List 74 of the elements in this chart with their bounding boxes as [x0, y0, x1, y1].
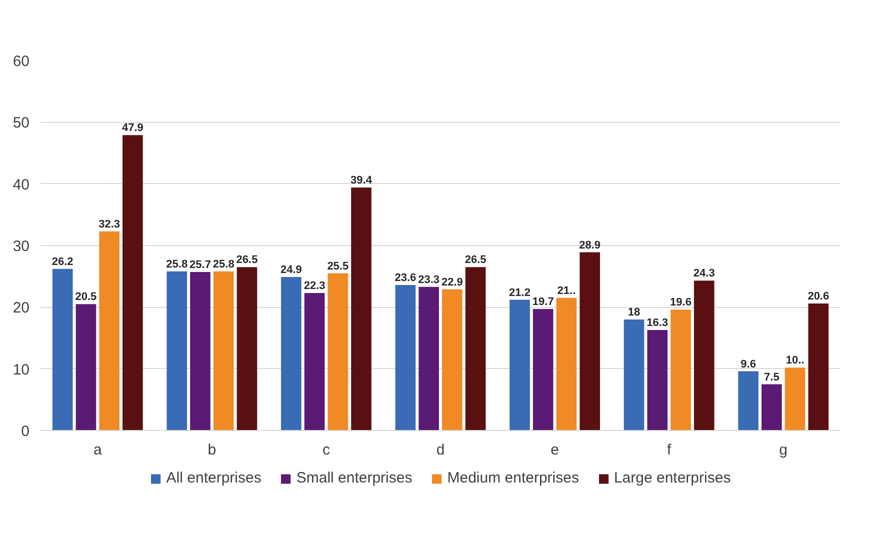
- y-tick-label: 60: [12, 53, 30, 70]
- data-label: 21.2: [509, 286, 530, 299]
- data-label: 9.6: [740, 358, 756, 370]
- x-tick-label: f: [666, 442, 672, 458]
- data-label: 47.9: [122, 122, 144, 134]
- y-tick-label: 20: [12, 300, 30, 317]
- bar: [532, 309, 554, 430]
- bar: [762, 384, 782, 430]
- bar: [647, 330, 668, 430]
- bar: [351, 188, 372, 430]
- x-tick-label: c: [322, 442, 330, 458]
- bar: [281, 276, 302, 430]
- bar: [465, 267, 486, 430]
- data-label: 26.5: [236, 254, 258, 266]
- bar: [418, 286, 439, 430]
- x-tick-label: g: [779, 442, 788, 458]
- data-label: 26.5: [464, 254, 486, 266]
- legend-label: Small enterprises: [296, 470, 412, 486]
- legend-label: Medium enterprises: [447, 470, 579, 486]
- data-label: 39.4: [350, 174, 373, 187]
- x-tick-label: d: [436, 442, 445, 458]
- bar: [510, 300, 530, 430]
- legend-label: All enterprises: [166, 470, 262, 486]
- data-label: 19.6: [670, 296, 692, 309]
- bar: [122, 135, 143, 430]
- data-label: 21..: [557, 284, 576, 297]
- data-label: 19.7: [532, 296, 554, 308]
- data-label: 7.5: [764, 371, 780, 384]
- bar: [395, 284, 416, 430]
- bar: [808, 303, 829, 430]
- bar: [236, 267, 258, 430]
- bar: [99, 231, 120, 430]
- data-label: 20.5: [75, 291, 97, 304]
- data-label: 26.2: [52, 256, 74, 268]
- y-tick-label: 10: [12, 361, 30, 378]
- data-label: 25.5: [327, 260, 349, 272]
- y-tick-label: 40: [12, 176, 30, 194]
- bar: [76, 304, 96, 430]
- data-label: 22.3: [304, 280, 326, 292]
- data-label: 20.6: [808, 290, 830, 302]
- bar: [190, 272, 210, 430]
- x-tick-label: b: [208, 442, 216, 458]
- y-tick-label: 50: [12, 114, 30, 132]
- bar: [328, 273, 348, 430]
- bar: [52, 268, 73, 430]
- data-label: 24.9: [280, 264, 302, 276]
- bar: [442, 289, 462, 430]
- legend-label: Large enterprises: [614, 470, 731, 486]
- bar: [670, 310, 691, 430]
- data-label: 10..: [786, 354, 804, 367]
- bar: [624, 320, 644, 430]
- bar: [166, 271, 188, 430]
- bar: [738, 371, 758, 430]
- data-label: 32.3: [98, 218, 120, 230]
- x-tick-label: e: [550, 442, 559, 458]
- bar: [213, 271, 234, 430]
- data-label: 22.9: [441, 276, 463, 288]
- bar: [556, 298, 577, 430]
- bar: [784, 368, 806, 430]
- data-label: 28.9: [579, 239, 601, 252]
- bar: [304, 292, 325, 430]
- y-tick-label: 0: [21, 423, 30, 440]
- data-label: 24.3: [693, 268, 715, 280]
- bar: [694, 280, 714, 430]
- data-label: 18: [628, 306, 640, 318]
- data-label: 25.8: [212, 258, 234, 270]
- data-label: 23.6: [394, 272, 416, 284]
- x-tick-label: a: [93, 442, 102, 458]
- y-tick-label: 30: [12, 238, 30, 255]
- data-label: 25.7: [190, 259, 211, 272]
- data-label: 25.8: [166, 258, 188, 270]
- data-label: 16.3: [646, 316, 668, 329]
- bar: [580, 252, 600, 430]
- data-label: 23.3: [418, 274, 440, 286]
